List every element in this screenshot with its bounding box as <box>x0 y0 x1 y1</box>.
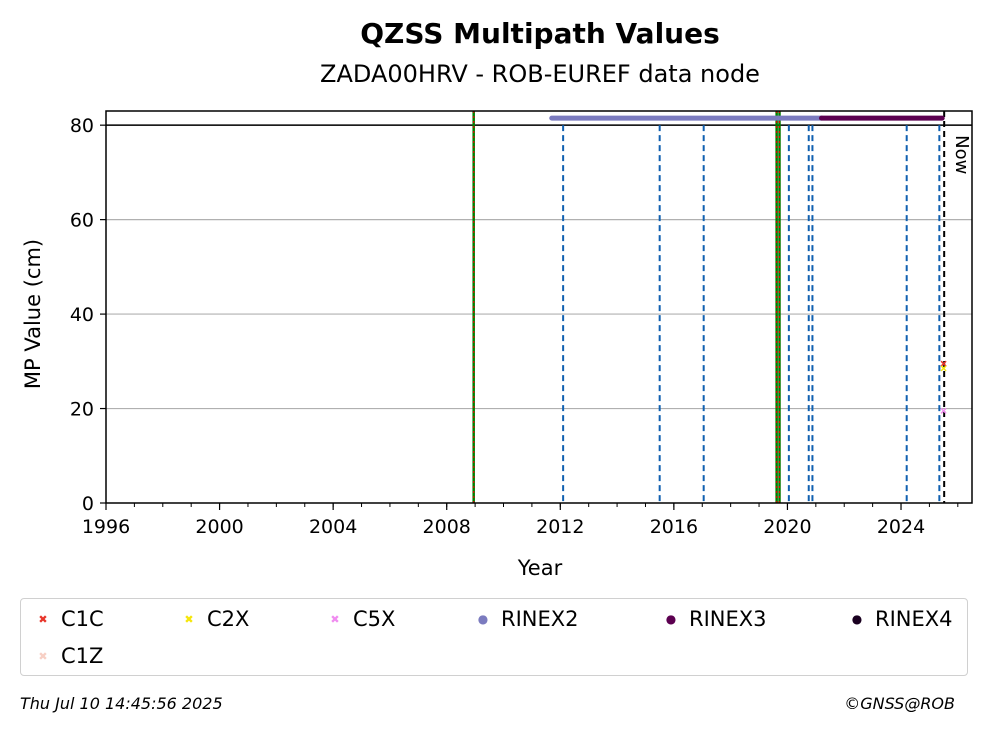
legend-label: C1C <box>61 607 104 631</box>
legend-item: ✖ C5X <box>325 607 395 631</box>
y-tick-label: 0 <box>82 493 94 515</box>
legend-label: RINEX3 <box>689 607 767 631</box>
legend-item: ● RINEX2 <box>473 607 579 631</box>
timestamp-footer: Thu Jul 10 14:45:56 2025 <box>20 694 223 713</box>
legend-marker-icon: ✖ <box>38 649 48 663</box>
chart-subtitle: ZADA00HRV - ROB-EUREF data node <box>320 60 760 88</box>
x-tick-label: 2016 <box>650 516 698 538</box>
y-axis-label: MP Value (cm) <box>21 239 45 389</box>
legend-label: C2X <box>207 607 250 631</box>
legend: ✖ C1C ✖ C2X ✖ C5X ● RINEX2 ● RINEX3 ● RINEX4 ✖ C1Z <box>20 598 968 676</box>
now-label: Now <box>951 135 972 174</box>
legend-label: C1Z <box>61 644 104 668</box>
legend-item: ● RINEX4 <box>847 607 953 631</box>
x-tick-label: 2020 <box>763 516 811 538</box>
legend-marker-icon: ● <box>477 612 489 626</box>
y-tick-label: 20 <box>70 399 94 421</box>
legend-label: RINEX4 <box>875 607 953 631</box>
legend-marker-icon: ● <box>851 612 863 626</box>
legend-item: ✖ C2X <box>179 607 249 631</box>
y-tick-label: 60 <box>70 210 94 232</box>
data-point <box>940 365 947 372</box>
x-tick-label: 2004 <box>309 516 357 538</box>
x-tick-label: 2000 <box>195 516 243 538</box>
legend-marker-icon: ✖ <box>184 612 194 626</box>
x-tick-label: 2024 <box>877 516 925 538</box>
chart-title: QZSS Multipath Values <box>360 17 720 50</box>
legend-label: RINEX2 <box>501 607 579 631</box>
plot-area: Now 0 20 40 60 80 1996 2000 2004 2008 2012 2016 2020… <box>70 110 973 538</box>
y-tick-label: 80 <box>70 115 94 137</box>
x-tick-label: 2012 <box>536 516 584 538</box>
y-tick-label: 40 <box>70 304 94 326</box>
legend-label: C5X <box>353 607 396 631</box>
legend-item: ✖ C1Z <box>33 644 103 668</box>
legend-marker-icon: ✖ <box>38 612 48 626</box>
plot-frame <box>105 110 973 504</box>
data-point <box>940 360 947 367</box>
legend-marker-icon: ✖ <box>330 612 340 626</box>
x-tick-label: 1996 <box>82 516 130 538</box>
legend-marker-icon: ● <box>665 612 677 626</box>
legend-item: ● RINEX3 <box>661 607 767 631</box>
data-point <box>940 407 947 414</box>
legend-item: ✖ C1C <box>33 607 104 631</box>
x-tick-label: 2008 <box>423 516 471 538</box>
copyright-footer: ©GNSS@ROB <box>844 694 955 713</box>
x-axis-label: Year <box>517 556 563 580</box>
